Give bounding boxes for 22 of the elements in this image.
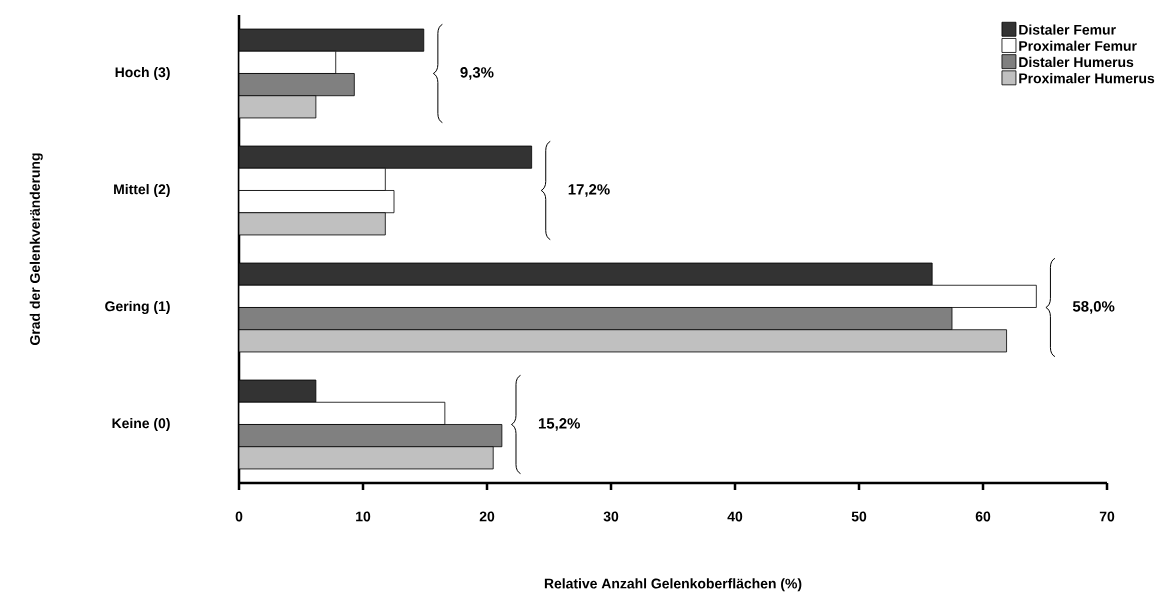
y-tick-label: Keine (0) <box>112 417 170 431</box>
x-tick-label: 10 <box>356 511 371 522</box>
annotation: 17,2% <box>568 184 610 197</box>
x-tick-label: 30 <box>603 511 619 522</box>
x-axis-title: Relative Anzahl Gelenkoberflächen (%) <box>544 578 802 592</box>
y-tick-label: Hoch (3) <box>115 66 170 80</box>
y-axis-title: Grad der Gelenkveränderung <box>29 153 43 345</box>
annotation: 9,3% <box>460 67 494 80</box>
x-tick-label: 60 <box>975 511 991 522</box>
annotation: 15,2% <box>538 418 580 431</box>
legend-label: Distaler Femur <box>1019 24 1116 35</box>
y-tick-label: Mittel (2) <box>114 183 170 197</box>
legend-label: Proximaler Femur <box>1019 40 1137 51</box>
x-tick-label: 40 <box>727 511 743 522</box>
x-tick-label: 0 <box>235 511 243 522</box>
annotation: 58,0% <box>1072 301 1115 314</box>
x-tick-label: 20 <box>479 511 495 522</box>
legend-label: Proximaler Humerus <box>1019 73 1155 84</box>
x-tick-label: 50 <box>851 511 867 522</box>
x-tick-label: 70 <box>1099 511 1115 522</box>
y-tick-label: Gering (1) <box>105 300 170 315</box>
legend-label: Distaler Humerus <box>1019 56 1134 68</box>
